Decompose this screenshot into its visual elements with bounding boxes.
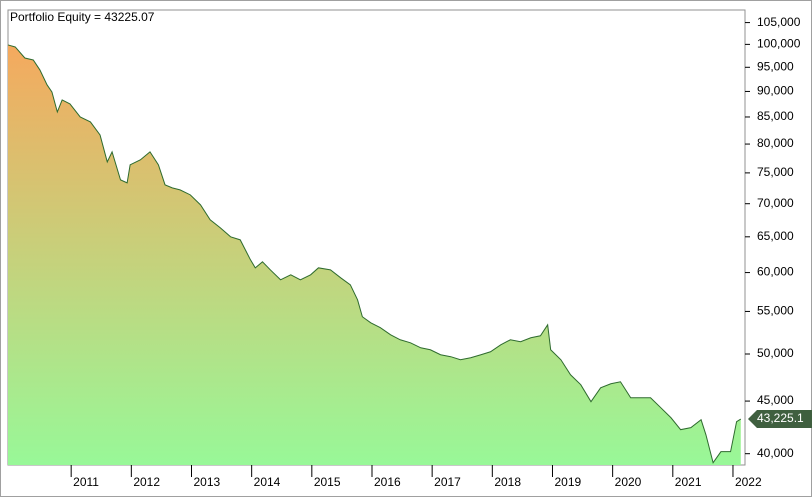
x-tick-label: 2017 [434,475,461,489]
y-tick-label: 70,000 [757,196,794,210]
plot-area [7,9,746,466]
y-tick-label: 75,000 [757,165,794,179]
y-tick-label: 100,000 [757,37,801,51]
x-tick-label: 2015 [314,475,341,489]
y-tick-label: 55,000 [757,304,794,318]
y-tick-label: 50,000 [757,346,794,360]
chart-title: Portfolio Equity = 43225.07 [10,10,155,24]
y-tick-label: 95,000 [757,59,794,73]
x-tick-label: 2021 [675,475,702,489]
last-value-flag [748,410,812,429]
x-tick-label: 2014 [254,475,281,489]
equity-line [7,44,742,464]
y-tick-label: 45,000 [757,393,794,407]
x-tick-label: 2011 [73,475,99,489]
x-tick-label: 2020 [615,475,642,489]
x-tick-label: 2016 [374,475,401,489]
y-tick-label: 60,000 [757,265,794,279]
x-tick-label: 2019 [554,475,581,489]
x-tick-label: 2013 [193,475,220,489]
y-tick-label: 80,000 [757,136,794,150]
x-tick-label: 2022 [735,475,762,489]
x-tick-label: 2018 [494,475,521,489]
y-tick-label: 90,000 [757,84,794,98]
x-tick-label: 2012 [133,475,160,489]
y-tick-label: 105,000 [757,15,801,29]
last-value-label: 43,225.1 [757,411,804,425]
area-fill [8,44,741,466]
y-tick-label: 40,000 [757,446,794,460]
y-tick-label: 65,000 [757,229,794,243]
y-tick-label: 85,000 [757,109,794,123]
